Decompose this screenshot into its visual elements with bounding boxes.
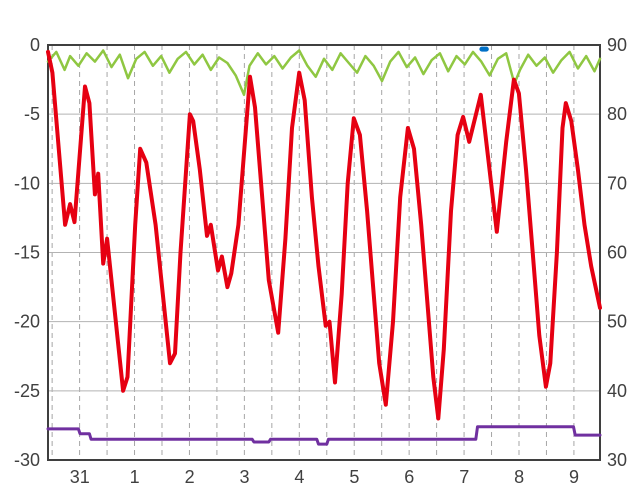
right-axis-tick-label: 80 xyxy=(607,104,627,124)
x-axis-tick-label: 8 xyxy=(514,467,524,487)
x-axis-tick-label: 7 xyxy=(459,467,469,487)
red-series-line xyxy=(46,49,602,421)
x-axis-tick-label: 31 xyxy=(70,467,90,487)
left-axis-tick-label: -30 xyxy=(14,450,40,470)
x-axis-tick-label: 4 xyxy=(294,467,304,487)
purple-snow-depth-line xyxy=(46,425,602,446)
left-axis-tick-label: -5 xyxy=(24,104,40,124)
right-axis-tick-label: 30 xyxy=(607,450,627,470)
right-axis-tick-label: 70 xyxy=(607,173,627,193)
x-axis-tick-label: 5 xyxy=(349,467,359,487)
plot-border xyxy=(47,44,601,461)
right-axis-tick-label: 50 xyxy=(607,312,627,332)
left-axis-tick-label: 0 xyxy=(30,35,40,55)
x-axis-tick-label: 9 xyxy=(569,467,579,487)
x-axis-tick-label: 6 xyxy=(404,467,414,487)
left-axis-tick-label: -25 xyxy=(14,381,40,401)
left-axis-tick-label: -10 xyxy=(14,173,40,193)
right-axis-tick-label: 40 xyxy=(607,381,627,401)
green-series-line xyxy=(46,49,602,97)
left-axis-tick-label: -15 xyxy=(14,243,40,263)
x-axis-tick-label: 3 xyxy=(240,467,250,487)
x-axis-tick-label: 2 xyxy=(185,467,195,487)
left-axis-tick-label: -20 xyxy=(14,312,40,332)
right-axis-tick-label: 90 xyxy=(607,35,627,55)
right-axis-tick-label: 60 xyxy=(607,243,627,263)
x-axis-tick-label: 1 xyxy=(130,467,140,487)
